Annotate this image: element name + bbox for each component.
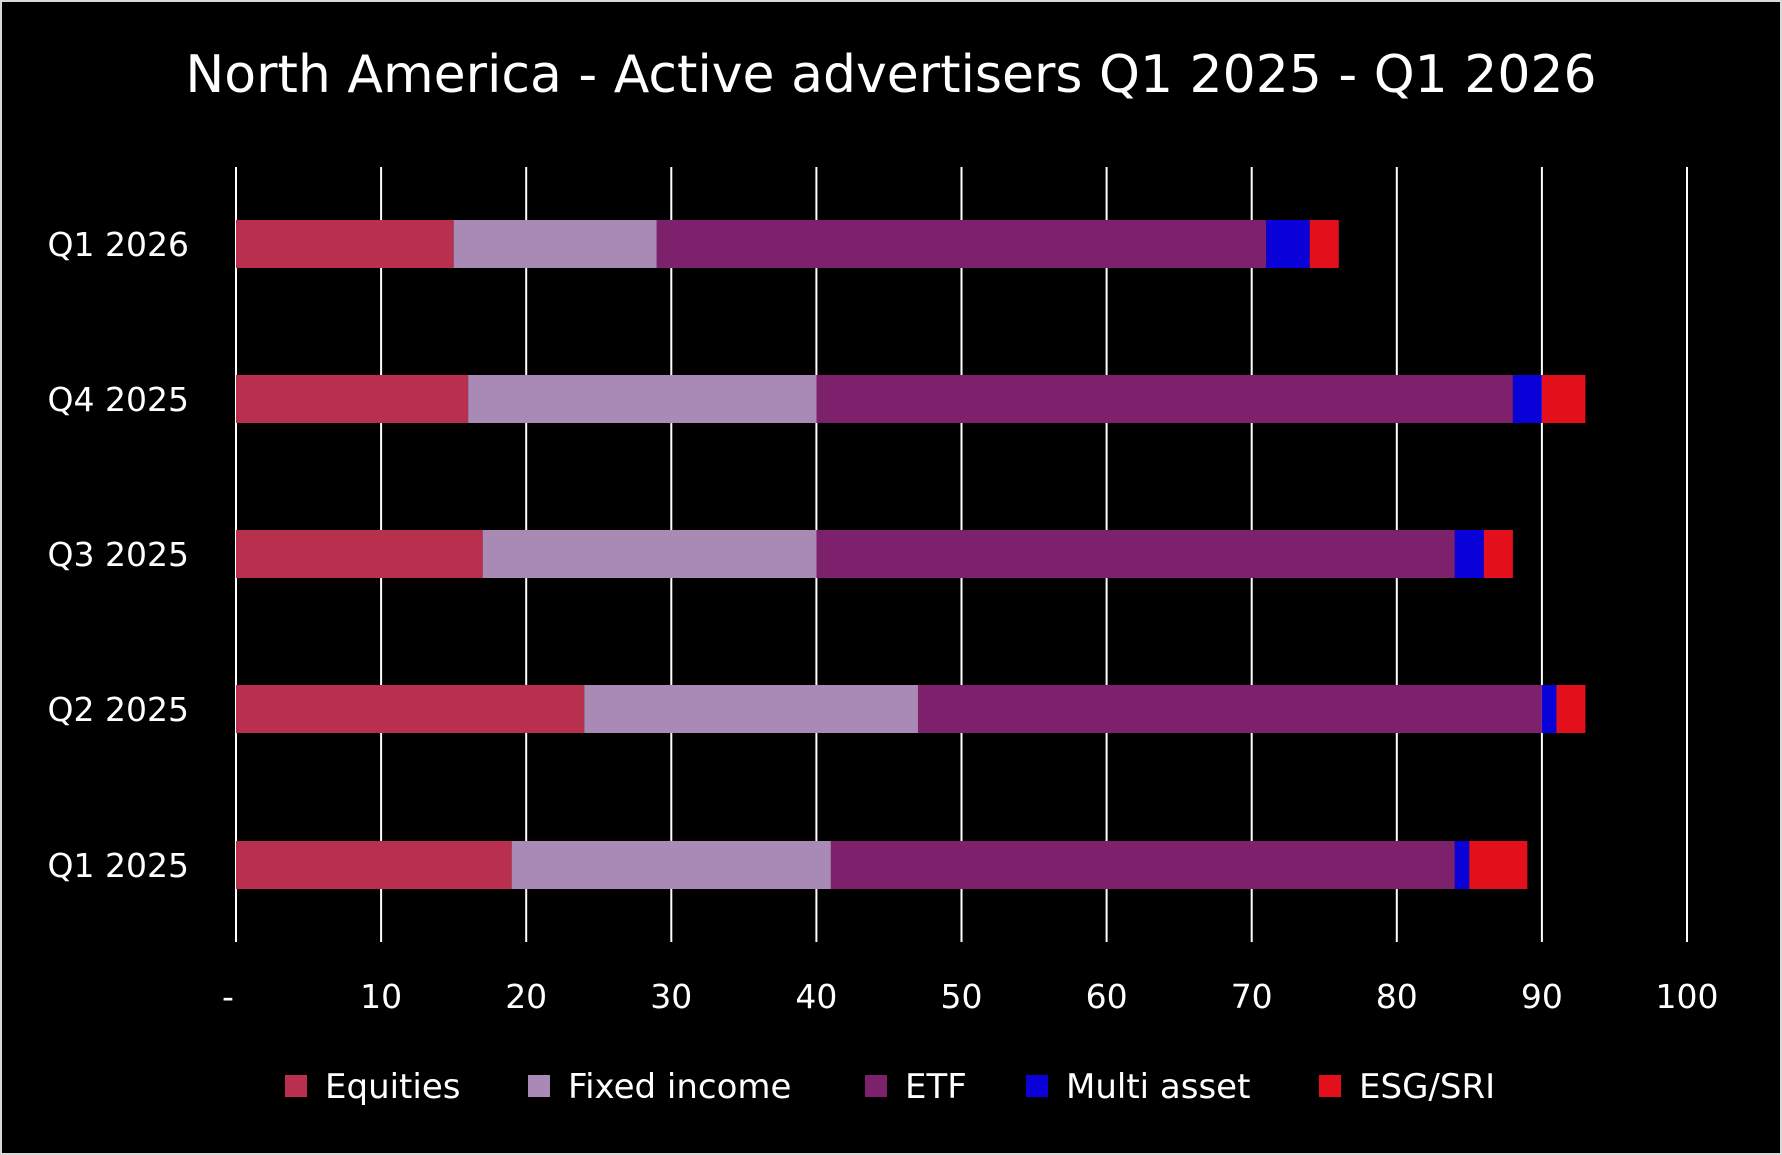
- bar-segment-esg-sri: [1556, 685, 1586, 733]
- x-tick-label: 30: [650, 977, 692, 1016]
- legend-item: ESG/SRI: [1319, 1067, 1495, 1107]
- bar-segment-esg-sri: [1309, 220, 1339, 268]
- bar-segment-esg-sri: [1541, 375, 1586, 423]
- legend-label: ETF: [905, 1067, 967, 1107]
- bar-segment-fixed-income: [584, 685, 918, 733]
- bar-segment-equities: [236, 220, 454, 268]
- bar-segment-fixed-income: [453, 220, 657, 268]
- x-tick-label: 50: [941, 977, 983, 1016]
- legend-swatch: [285, 1075, 307, 1097]
- category-label: Q1 2025: [48, 846, 189, 885]
- legend-item: Multi asset: [1026, 1067, 1250, 1107]
- legend-swatch: [528, 1075, 550, 1097]
- bar-segment-etf: [816, 375, 1513, 423]
- legend-label: ESG/SRI: [1359, 1067, 1495, 1107]
- legend-label: Equities: [325, 1067, 460, 1107]
- legend: Equities Fixed income ETF Multi asset ESG/SR…: [285, 1067, 1495, 1107]
- legend-swatch: [1026, 1075, 1048, 1097]
- legend-item: Fixed income: [528, 1067, 791, 1107]
- legend-label: Fixed income: [568, 1067, 791, 1107]
- bar-segment-etf: [656, 220, 1267, 268]
- legend-item: Equities: [285, 1067, 460, 1107]
- bar-segment-equities: [236, 685, 585, 733]
- x-tick-label: 20: [505, 977, 547, 1016]
- category-label: Q1 2026: [48, 225, 189, 264]
- legend-swatch: [865, 1075, 887, 1097]
- bars: [236, 220, 1586, 889]
- bar-segment-equities: [236, 841, 512, 889]
- legend-swatch: [1319, 1075, 1341, 1097]
- category-labels: Q1 2026 Q4 2025 Q3 2025 Q2 2025 Q1 2025: [48, 225, 189, 885]
- bar-segment-esg-sri: [1469, 841, 1528, 889]
- bar-segment-etf: [917, 685, 1542, 733]
- bar-segment-esg-sri: [1483, 530, 1513, 578]
- bar-segment-equities: [236, 375, 469, 423]
- bar-segment-etf: [816, 530, 1455, 578]
- legend-label: Multi asset: [1066, 1067, 1250, 1107]
- x-tick-label: 40: [795, 977, 837, 1016]
- bar-segment-fixed-income: [511, 841, 831, 889]
- legend-item: ETF: [865, 1067, 967, 1107]
- chart-title: North America - Active advertisers Q1 20…: [185, 45, 1596, 105]
- bar-segment-multi-asset: [1454, 841, 1470, 889]
- bar-segment-equities: [236, 530, 483, 578]
- bar-segment-etf: [830, 841, 1455, 889]
- x-axis-tick-labels: - 10 20 30 40 50 60 70 80 90 100: [222, 977, 1718, 1016]
- x-tick-label: 90: [1521, 977, 1563, 1016]
- bar-segment-multi-asset: [1266, 220, 1310, 268]
- bar-segment-fixed-income: [482, 530, 817, 578]
- bar-segment-multi-asset: [1512, 375, 1542, 423]
- category-label: Q4 2025: [48, 380, 189, 419]
- x-tick-label: -: [222, 977, 234, 1016]
- x-tick-label: 10: [360, 977, 402, 1016]
- bar-segment-fixed-income: [468, 375, 817, 423]
- category-label: Q2 2025: [48, 690, 189, 729]
- x-tick-label: 60: [1086, 977, 1128, 1016]
- x-tick-label: 70: [1231, 977, 1273, 1016]
- bar-segment-multi-asset: [1541, 685, 1557, 733]
- x-tick-label: 100: [1656, 977, 1719, 1016]
- category-label: Q3 2025: [48, 535, 189, 574]
- x-tick-label: 80: [1376, 977, 1418, 1016]
- bar-segment-multi-asset: [1454, 530, 1484, 578]
